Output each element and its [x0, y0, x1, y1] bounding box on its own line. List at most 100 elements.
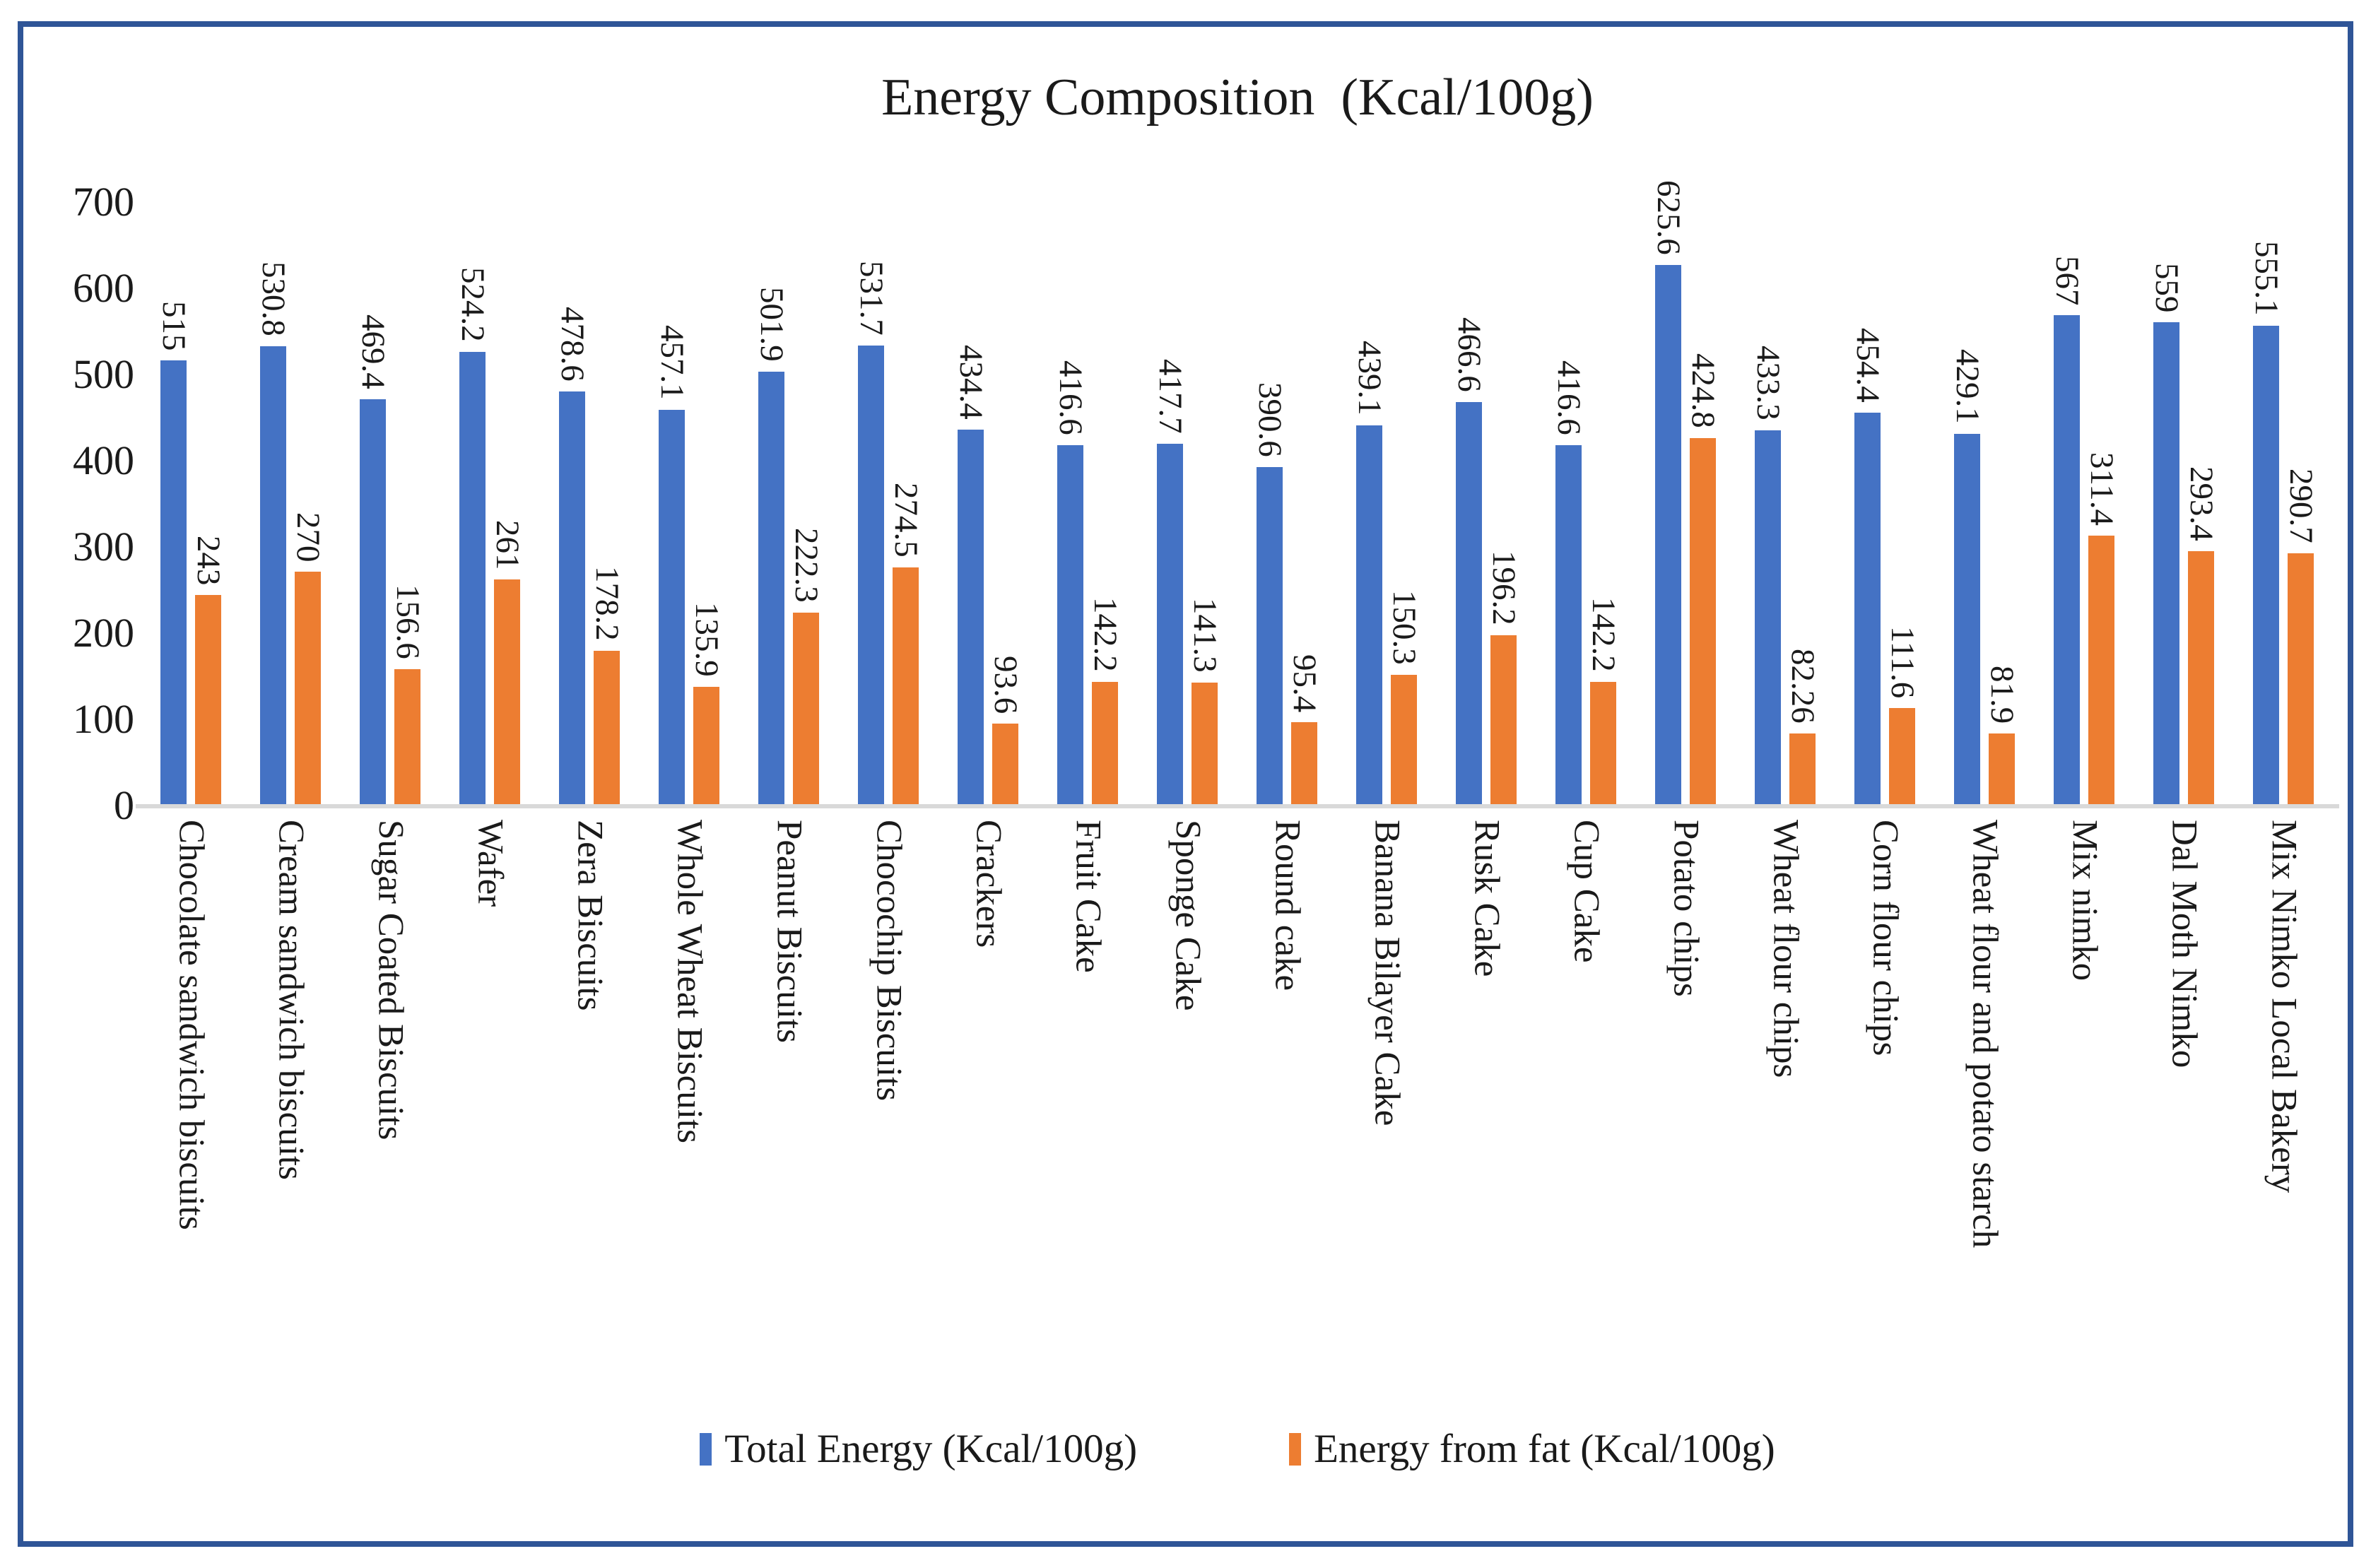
- bar-energy-from-fat: [2288, 553, 2314, 804]
- bar-total-energy: [2253, 326, 2279, 804]
- bar-total-energy: [1655, 265, 1681, 804]
- data-value-label: 95.4: [1286, 654, 1324, 712]
- legend-swatch-icon: [1289, 1432, 1302, 1466]
- bar-energy-from-fat: [1590, 682, 1616, 804]
- bar-total-energy: [260, 346, 286, 804]
- data-value-label: 530.8: [255, 261, 293, 336]
- data-value-label: 439.1: [1351, 341, 1389, 415]
- legend-item-total-energy: Total Energy (Kcal/100g): [700, 1426, 1137, 1472]
- bar-total-energy: [1456, 402, 1482, 804]
- legend-label: Total Energy (Kcal/100g): [724, 1427, 1138, 1471]
- bar-energy-from-fat: [394, 669, 420, 804]
- data-value-label: 222.3: [788, 528, 825, 603]
- data-value-label: 178.2: [589, 566, 626, 641]
- bar-energy-from-fat: [295, 572, 321, 804]
- data-value-label: 524.2: [454, 267, 492, 342]
- category-axis-label: Mix Nimko Local Bakery: [2264, 820, 2304, 1193]
- bar-energy-from-fat: [2088, 536, 2114, 804]
- data-value-label: 156.6: [389, 584, 427, 659]
- category-axis-label: Cream sandwich biscuits: [271, 820, 311, 1180]
- bar-energy-from-fat: [2188, 551, 2214, 804]
- data-value-label: 135.9: [688, 602, 726, 677]
- category-axis-label: Peanut Biscuits: [769, 820, 809, 1043]
- y-axis-tick-label: 300: [73, 523, 134, 570]
- bar-total-energy: [1157, 444, 1183, 804]
- bar-total-energy: [1555, 445, 1582, 804]
- y-axis-tick-label: 600: [73, 264, 134, 311]
- data-value-label: 81.9: [1984, 665, 2021, 724]
- category-axis-label: Fruit Cake: [1068, 820, 1108, 973]
- category-axis-label: Wheat flour and potato starch: [1965, 820, 2005, 1249]
- chart-title: Energy Composition (Kcal/100g): [881, 69, 1594, 126]
- data-value-label: 466.6: [1451, 317, 1488, 392]
- bar-energy-from-fat: [893, 567, 919, 804]
- data-value-label: 424.8: [1685, 353, 1722, 428]
- data-value-label: 416.6: [1551, 360, 1588, 435]
- bar-total-energy: [2153, 322, 2179, 804]
- data-value-label: 150.3: [1386, 590, 1423, 665]
- bar-energy-from-fat: [1989, 733, 2015, 804]
- category-axis-label: Wafer: [470, 820, 510, 907]
- data-value-label: 454.4: [1849, 328, 1887, 403]
- bar-energy-from-fat: [1690, 438, 1716, 804]
- data-value-label: 515: [155, 300, 193, 351]
- category-axis-label: Rusk Cake: [1466, 820, 1507, 977]
- y-axis-tick-label: 700: [73, 178, 134, 225]
- bar-energy-from-fat: [594, 651, 620, 804]
- bar-energy-from-fat: [693, 687, 719, 804]
- category-axis-label: Dal Moth Nimko: [2164, 820, 2204, 1068]
- category-axis-label: Round cake: [1267, 820, 1307, 991]
- legend-item-energy-from-fat: Energy from fat (Kcal/100g): [1289, 1426, 1775, 1472]
- bar-energy-from-fat: [195, 595, 221, 804]
- bar-total-energy: [858, 346, 884, 804]
- bar-energy-from-fat: [793, 613, 819, 804]
- y-axis-tick-label: 0: [114, 782, 134, 828]
- data-value-label: 261: [489, 519, 526, 570]
- data-value-label: 433.3: [1750, 346, 1787, 420]
- data-value-label: 501.9: [753, 287, 791, 362]
- data-value-label: 531.7: [853, 261, 890, 336]
- bar-energy-from-fat: [1490, 635, 1517, 804]
- data-value-label: 290.7: [2283, 468, 2320, 543]
- data-value-label: 457.1: [654, 325, 691, 400]
- data-value-label: 82.26: [1784, 649, 1822, 724]
- y-axis-tick-label: 400: [73, 437, 134, 483]
- bar-total-energy: [758, 372, 784, 804]
- bar-energy-from-fat: [1291, 722, 1317, 804]
- category-axis-label: Corn flour chips: [1865, 820, 1905, 1056]
- data-value-label: 625.6: [1650, 180, 1688, 255]
- bar-energy-from-fat: [494, 579, 520, 804]
- bar-energy-from-fat: [1391, 675, 1417, 804]
- data-value-label: 416.6: [1052, 360, 1090, 435]
- category-axis-label: Cup Cake: [1566, 820, 1606, 963]
- data-value-label: 390.6: [1252, 382, 1289, 457]
- data-value-label: 567: [2049, 255, 2086, 306]
- data-value-label: 434.4: [953, 345, 990, 420]
- bar-energy-from-fat: [1889, 708, 1915, 804]
- category-axis-label: Sugar Coated Biscuits: [370, 820, 411, 1140]
- legend-label: Energy from fat (Kcal/100g): [1314, 1427, 1775, 1471]
- bar-energy-from-fat: [1192, 683, 1218, 804]
- data-value-label: 196.2: [1485, 550, 1523, 625]
- bar-total-energy: [1755, 430, 1781, 804]
- bar-total-energy: [1356, 425, 1382, 804]
- category-axis-label: Sponge Cake: [1167, 820, 1208, 1011]
- data-value-label: 478.6: [554, 307, 592, 382]
- bar-energy-from-fat: [992, 724, 1018, 804]
- data-value-label: 142.2: [1585, 597, 1623, 672]
- data-value-label: 270: [290, 512, 327, 562]
- category-axis-label: Chocolate sandwich biscuits: [171, 820, 211, 1230]
- bar-energy-from-fat: [1092, 682, 1118, 804]
- category-axis-label: Crackers: [968, 820, 1008, 948]
- data-value-label: 559: [2148, 262, 2186, 313]
- category-axis-label: Zera Biscuits: [570, 820, 610, 1011]
- data-value-label: 111.6: [1884, 625, 1922, 698]
- category-axis-label: Whole Wheat Biscuits: [669, 820, 710, 1143]
- data-value-label: 311.4: [2083, 452, 2121, 526]
- category-axis-label: Mix nimko: [2064, 820, 2105, 982]
- legend-swatch-icon: [700, 1432, 712, 1466]
- bar-total-energy: [1057, 445, 1083, 804]
- figure-border-frame: [18, 21, 2353, 1547]
- data-value-label: 555.1: [2248, 241, 2285, 316]
- bar-energy-from-fat: [1789, 733, 1816, 804]
